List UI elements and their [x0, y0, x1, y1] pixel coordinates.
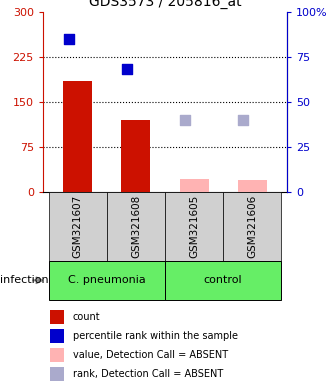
Point — [66, 36, 72, 42]
Text: rank, Detection Call = ABSENT: rank, Detection Call = ABSENT — [73, 369, 223, 379]
Text: GSM321608: GSM321608 — [131, 195, 141, 258]
Bar — [238, 180, 267, 192]
Text: C. pneumonia: C. pneumonia — [68, 275, 146, 285]
Text: percentile rank within the sample: percentile rank within the sample — [73, 331, 238, 341]
Text: count: count — [73, 312, 100, 322]
Point — [124, 66, 130, 72]
Bar — [63, 81, 92, 192]
Text: GSM321605: GSM321605 — [189, 195, 199, 258]
Title: GDS3573 / 205816_at: GDS3573 / 205816_at — [89, 0, 241, 9]
Point — [183, 117, 188, 123]
Text: infection: infection — [0, 275, 49, 285]
Text: GSM321606: GSM321606 — [247, 195, 257, 258]
Text: GSM321607: GSM321607 — [73, 195, 83, 258]
Text: value, Detection Call = ABSENT: value, Detection Call = ABSENT — [73, 350, 228, 360]
Bar — [121, 120, 150, 192]
Text: control: control — [204, 275, 243, 285]
Bar — [180, 179, 209, 192]
Point — [241, 117, 246, 123]
